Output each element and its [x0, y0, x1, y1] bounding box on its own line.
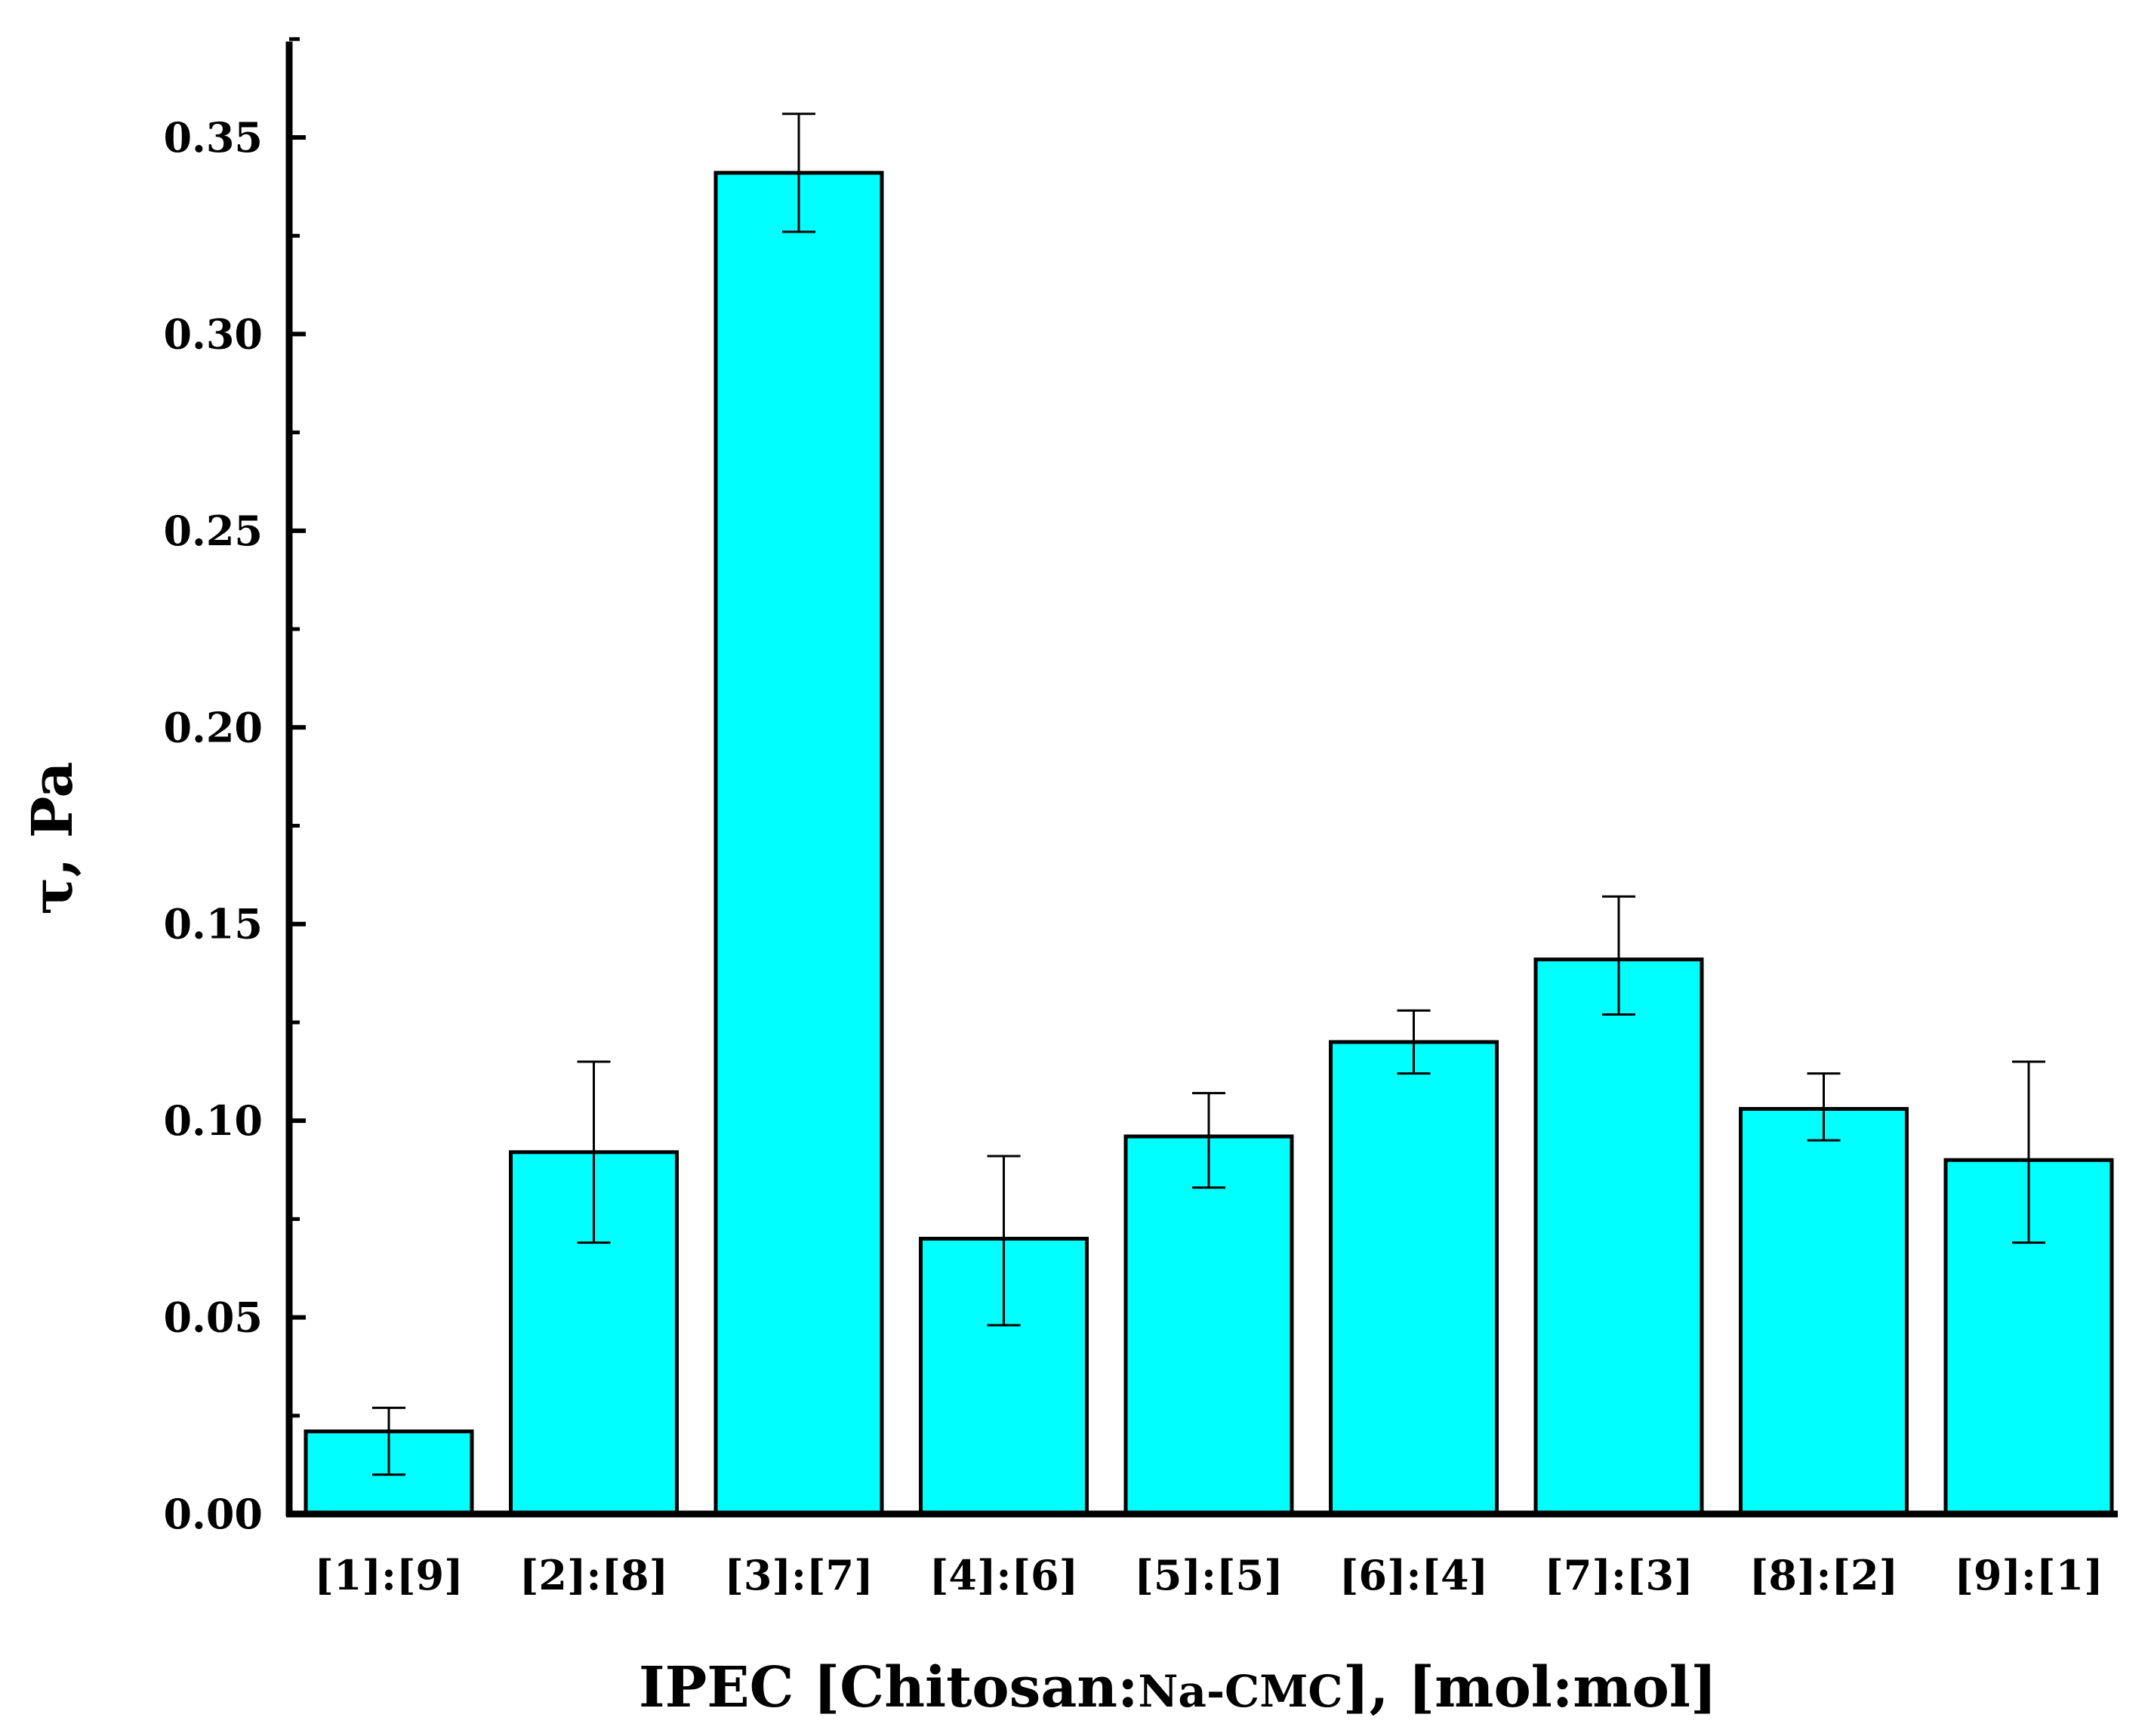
x-axis-title: IPEC [Chitosan:Na-CMC], [mol:mol]	[639, 1655, 1717, 1720]
x-tick-label: [1]:[9]	[314, 1551, 463, 1599]
x-tick-label: [3]:[7]	[724, 1551, 873, 1599]
y-tick-label: 0.25	[163, 507, 263, 555]
y-tick-label: 0.20	[163, 703, 263, 751]
bar	[713, 171, 884, 1516]
x-tick-label: [9]:[1]	[1954, 1551, 2103, 1599]
bar	[1329, 1040, 1499, 1516]
y-tick-label: 0.05	[163, 1294, 263, 1342]
bar	[1533, 957, 1704, 1516]
y-tick-label: 0.10	[163, 1096, 263, 1145]
y-tick-label: 0.30	[163, 310, 263, 358]
y-tick-label: 0.00	[163, 1490, 263, 1538]
x-axis-title-suffix: ], [mol:mol]	[1343, 1655, 1717, 1720]
x-tick-label: [6]:[4]	[1339, 1551, 1488, 1599]
y-tick-label: 0.35	[163, 113, 263, 162]
x-axis-title-small: Na-CMC	[1138, 1666, 1342, 1717]
plot-area: [1]:[9] [2]:[8] [3]:[7] [4]:[6] [5]:[5] [6]:[…	[163, 37, 2118, 1599]
x-tick-label: [7]:[3]	[1544, 1551, 1693, 1599]
x-tick-label: [4]:[6]	[929, 1551, 1078, 1599]
y-axis-title: τ, Pa	[20, 762, 85, 915]
y-tick-label: 0.15	[163, 900, 263, 948]
x-tick-label: [5]:[5]	[1134, 1551, 1283, 1599]
x-tick-label: [8]:[2]	[1749, 1551, 1898, 1599]
bar	[1123, 1134, 1294, 1516]
x-tick-label: [2]:[8]	[519, 1551, 668, 1599]
bar	[1739, 1107, 1909, 1516]
x-axis-title-prefix: IPEC [Chitosan:	[639, 1655, 1138, 1720]
